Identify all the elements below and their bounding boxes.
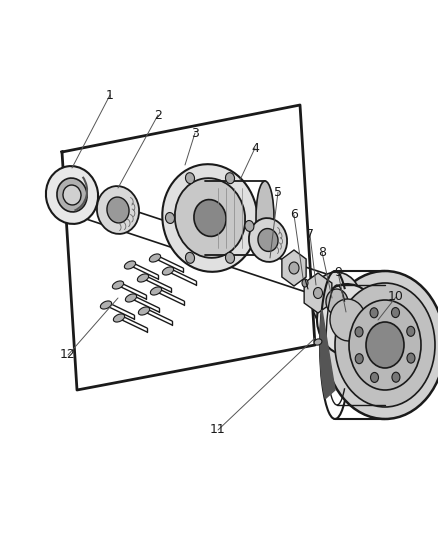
Polygon shape xyxy=(319,310,334,399)
Ellipse shape xyxy=(406,353,414,363)
Ellipse shape xyxy=(63,185,81,205)
Text: 7: 7 xyxy=(305,229,313,241)
Ellipse shape xyxy=(165,213,174,223)
Ellipse shape xyxy=(149,254,160,262)
Polygon shape xyxy=(281,250,305,286)
Ellipse shape xyxy=(365,322,403,368)
Text: 2: 2 xyxy=(154,109,162,122)
Text: 11: 11 xyxy=(210,424,226,437)
Ellipse shape xyxy=(46,166,98,224)
Ellipse shape xyxy=(174,178,244,258)
Ellipse shape xyxy=(348,300,420,390)
Ellipse shape xyxy=(194,199,226,237)
Ellipse shape xyxy=(316,284,378,356)
Ellipse shape xyxy=(391,372,399,382)
Ellipse shape xyxy=(100,301,111,309)
Ellipse shape xyxy=(112,281,124,289)
Ellipse shape xyxy=(113,314,124,322)
Ellipse shape xyxy=(125,294,136,302)
Ellipse shape xyxy=(97,186,139,234)
Ellipse shape xyxy=(369,308,377,318)
Text: 10: 10 xyxy=(387,290,403,303)
Ellipse shape xyxy=(162,267,173,275)
Ellipse shape xyxy=(391,308,399,318)
Ellipse shape xyxy=(311,272,361,332)
Ellipse shape xyxy=(334,283,434,407)
Ellipse shape xyxy=(329,299,365,341)
Ellipse shape xyxy=(354,354,362,364)
Ellipse shape xyxy=(185,252,194,263)
Ellipse shape xyxy=(225,173,234,184)
Ellipse shape xyxy=(354,327,362,337)
Ellipse shape xyxy=(406,326,414,336)
Text: 1: 1 xyxy=(106,88,114,101)
Ellipse shape xyxy=(150,287,161,295)
Ellipse shape xyxy=(137,274,148,282)
Ellipse shape xyxy=(225,252,234,263)
Ellipse shape xyxy=(313,339,321,345)
Ellipse shape xyxy=(138,307,149,315)
Ellipse shape xyxy=(244,221,253,231)
Text: 8: 8 xyxy=(317,246,325,259)
Text: 3: 3 xyxy=(191,126,198,140)
Ellipse shape xyxy=(124,261,135,269)
Ellipse shape xyxy=(313,287,322,298)
Text: 9: 9 xyxy=(333,265,341,279)
Ellipse shape xyxy=(255,181,273,255)
Ellipse shape xyxy=(370,373,378,383)
Ellipse shape xyxy=(185,173,194,184)
Ellipse shape xyxy=(248,218,286,262)
Ellipse shape xyxy=(107,197,129,223)
Ellipse shape xyxy=(288,262,298,274)
Ellipse shape xyxy=(301,279,307,287)
Ellipse shape xyxy=(325,289,347,315)
Ellipse shape xyxy=(57,178,87,212)
Ellipse shape xyxy=(258,229,277,252)
Text: 5: 5 xyxy=(273,185,281,198)
Polygon shape xyxy=(304,273,331,313)
Ellipse shape xyxy=(324,271,438,419)
Text: 6: 6 xyxy=(290,208,297,222)
Text: 4: 4 xyxy=(251,141,258,155)
Text: 12: 12 xyxy=(60,349,76,361)
Ellipse shape xyxy=(162,164,257,272)
